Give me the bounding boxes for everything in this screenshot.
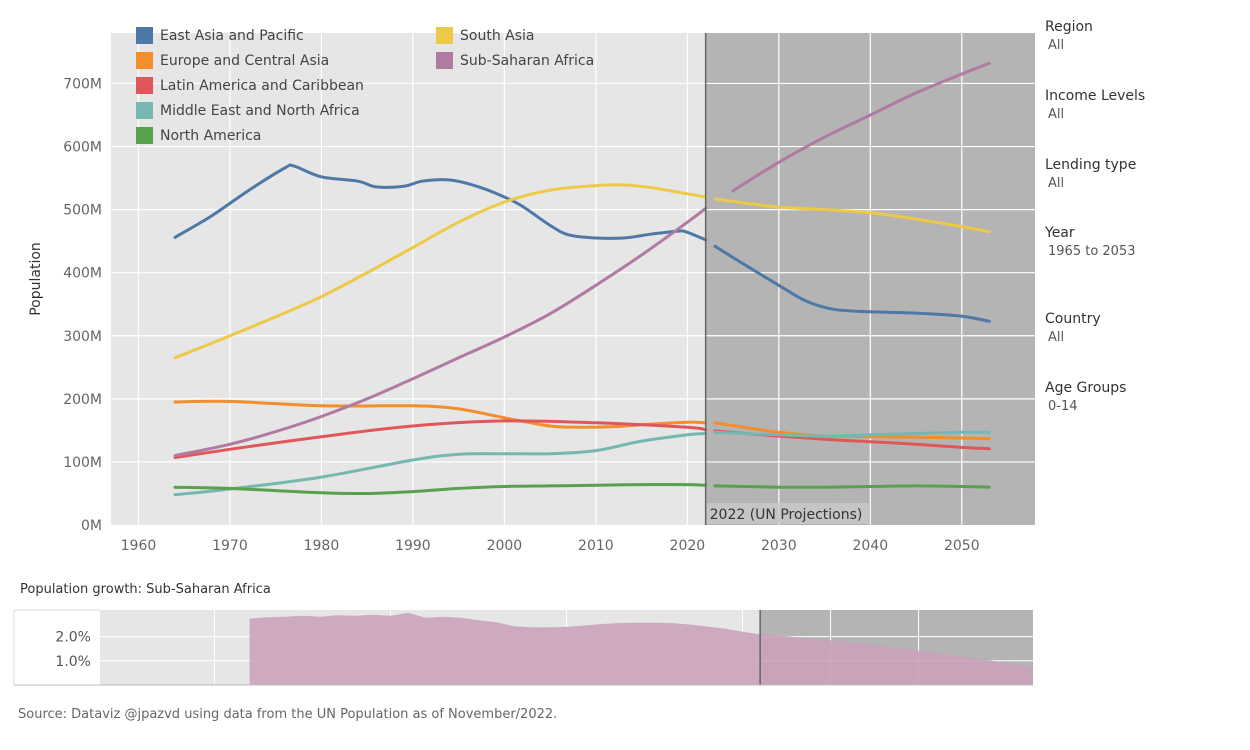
legend-label: Latin America and Caribbean (160, 78, 364, 94)
x-tick-label: 2010 (578, 538, 614, 554)
growth-area (249, 612, 1034, 685)
legend-label: East Asia and Pacific (160, 28, 304, 44)
legend-swatch (136, 77, 153, 94)
filter-label: Region (1045, 19, 1093, 35)
legend-swatch (436, 27, 453, 44)
legend-swatch (136, 127, 153, 144)
y-axis-title: Population (28, 242, 44, 316)
growth-area-chart: 1.0% 2.0% (13, 609, 1034, 686)
y-tick-label: 1.0% (55, 654, 91, 670)
x-tick-label: 1990 (395, 538, 431, 554)
series-line-projection (713, 484, 991, 489)
x-tick-label: 2030 (761, 538, 797, 554)
legend-label: South Asia (460, 28, 535, 44)
filter-income-levels: Income Levels All (1045, 87, 1235, 125)
chart-legend: East Asia and Pacific Europe and Central… (136, 26, 594, 151)
y-tick-label: 300M (63, 329, 102, 345)
filter-country: Country All (1045, 310, 1235, 348)
filter-year: Year 1965 to 2053 (1045, 224, 1235, 262)
x-tick-label: 1970 (212, 538, 248, 554)
legend-swatch (136, 27, 153, 44)
y-tick-label: 100M (63, 455, 102, 471)
series-line-projection (731, 61, 991, 193)
legend-label: Middle East and North Africa (160, 103, 360, 119)
x-tick-label: 1960 (121, 538, 157, 554)
y-tick-label: 700M (63, 76, 102, 92)
filter-value-country[interactable]: All (1048, 330, 1065, 345)
filter-label: Income Levels (1045, 88, 1146, 104)
series-line-historic (173, 206, 708, 458)
population-line-chart: 0M 100M 200M 300M 400M 500M 600M 700M 1960 1970 19… (28, 33, 1035, 554)
series-line-projection (713, 244, 991, 323)
series-line-historic (173, 432, 708, 497)
legend-label: Sub-Saharan Africa (460, 53, 595, 69)
filter-value-lending-type[interactable]: All (1048, 176, 1065, 191)
filter-lending-type: Lending type All (1045, 156, 1235, 194)
filter-age-groups: Age Groups 0-14 (1045, 379, 1235, 417)
legend-swatch (136, 102, 153, 119)
legend-swatch (136, 52, 153, 69)
legend-swatch (436, 52, 453, 69)
filter-value-income-levels[interactable]: All (1048, 107, 1065, 122)
source-note: Source: Dataviz @jpazvd using data from … (18, 707, 558, 722)
x-tick-label: 1980 (304, 538, 340, 554)
series-line-historic (173, 163, 708, 242)
x-tick-label: 2040 (853, 538, 889, 554)
y-tick-label: 200M (63, 392, 102, 408)
y-tick-label: 500M (63, 203, 102, 219)
filter-value-region[interactable]: All (1048, 38, 1065, 53)
y-tick-label: 0M (81, 518, 102, 534)
filter-value-age-groups[interactable]: 0-14 (1048, 399, 1078, 414)
projection-label: 2022 (UN Projections) (710, 507, 863, 523)
series-line-projection (713, 197, 991, 234)
y-tick-label: 600M (63, 140, 102, 156)
x-tick-label: 2050 (944, 538, 980, 554)
series-line-projection (713, 430, 991, 438)
projection-label-box (706, 503, 869, 524)
filter-value-year[interactable]: 1965 to 2053 (1048, 244, 1136, 259)
filter-label: Country (1045, 311, 1101, 327)
series-line-historic (173, 419, 708, 459)
y-tick-label: 400M (63, 266, 102, 282)
filter-region: Region All (1045, 18, 1235, 56)
y-tick-label: 2.0% (55, 630, 91, 646)
series-line-historic (173, 183, 708, 360)
legend-label: Europe and Central Asia (160, 53, 330, 69)
filter-label: Age Groups (1045, 380, 1127, 396)
legend-label: North America (160, 128, 262, 144)
growth-chart-title: Population growth: Sub-Saharan Africa (20, 582, 271, 597)
filter-label: Lending type (1045, 157, 1137, 173)
series-line-historic (173, 483, 708, 496)
filter-label: Year (1045, 225, 1075, 241)
series-line-projection (713, 421, 991, 441)
x-tick-label: 2000 (487, 538, 523, 554)
x-tick-label: 2020 (670, 538, 706, 554)
